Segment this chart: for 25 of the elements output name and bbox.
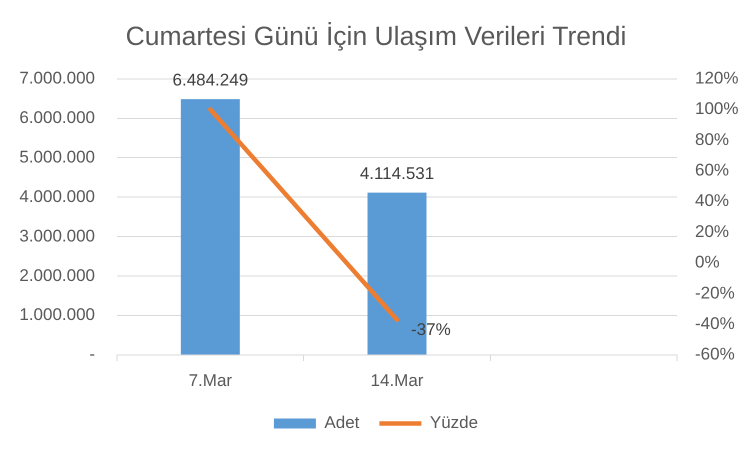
y-tick-label: 6.000.000 bbox=[19, 108, 95, 127]
y-tick-label: 5.000.000 bbox=[19, 147, 95, 166]
y2-tick-label: 40% bbox=[695, 191, 730, 210]
x-tick-label: 7.Mar bbox=[188, 370, 232, 390]
y-tick-label: - bbox=[89, 344, 95, 364]
y2-tick-label: 120% bbox=[695, 68, 738, 88]
y-tick-label: 2.000.000 bbox=[19, 266, 95, 285]
y2-tick-label: 0% bbox=[695, 252, 720, 272]
y2-tick-label: 80% bbox=[695, 130, 730, 149]
data-label: 4.114.531 bbox=[360, 164, 434, 183]
y2-tick-label: -40% bbox=[695, 314, 735, 333]
y2-tick-label: -60% bbox=[695, 344, 735, 364]
data-label: 6.484.249 bbox=[172, 70, 248, 90]
x-tick-label: 14.Mar bbox=[370, 370, 424, 390]
y-tick-label: 3.000.000 bbox=[19, 226, 95, 246]
y-tick-label: 4.000.000 bbox=[19, 186, 95, 206]
y2-tick-label: -20% bbox=[695, 283, 735, 302]
legend-label: Yüzde bbox=[430, 413, 478, 432]
legend-label: Adet bbox=[324, 413, 360, 432]
y2-tick-label: 100% bbox=[695, 99, 738, 118]
y2-tick-label: 60% bbox=[695, 160, 730, 180]
y2-tick-label: 20% bbox=[695, 222, 730, 241]
chart-title: Cumartesi Günü İçin Ulaşım Verileri Trendi bbox=[126, 21, 626, 52]
y-tick-label: 1.000.000 bbox=[19, 305, 95, 324]
y-tick-label: 7.000.000 bbox=[19, 68, 95, 88]
